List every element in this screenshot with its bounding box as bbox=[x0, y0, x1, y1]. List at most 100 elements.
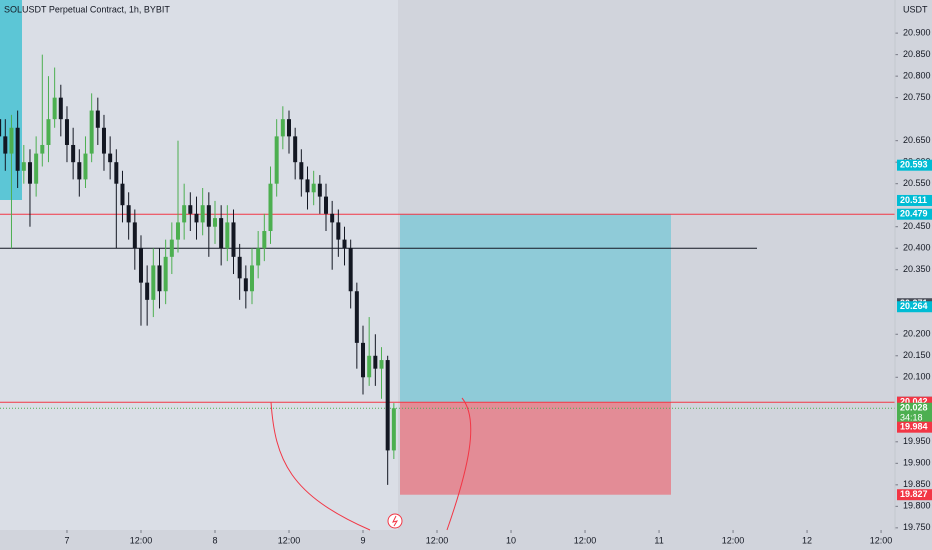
price-label-box bbox=[897, 489, 932, 501]
price-label: 20.593 bbox=[900, 160, 928, 170]
price-label-box bbox=[897, 421, 932, 433]
candle-body bbox=[163, 256, 168, 292]
stop-zone bbox=[400, 402, 671, 495]
candle-body bbox=[262, 231, 267, 249]
candle-body bbox=[274, 136, 279, 184]
axis-unit: USDT bbox=[903, 4, 928, 14]
candle-body bbox=[336, 222, 341, 240]
y-tick-label: 20.200 bbox=[903, 329, 931, 339]
candle-body bbox=[373, 355, 378, 369]
price-label: 20.511 bbox=[900, 195, 927, 205]
candle-body bbox=[391, 408, 396, 451]
candle-body bbox=[46, 119, 51, 145]
candle-body bbox=[293, 136, 298, 163]
candle-body bbox=[324, 196, 329, 214]
x-tick-label: 9 bbox=[361, 535, 366, 545]
candle-body bbox=[138, 248, 143, 283]
candle-body bbox=[243, 278, 248, 292]
candle-body bbox=[34, 153, 39, 184]
candle-body bbox=[287, 119, 292, 137]
candle-body bbox=[71, 144, 76, 163]
y-tick-label: 20.900 bbox=[903, 28, 931, 38]
candle-body bbox=[268, 183, 273, 232]
candle-body bbox=[83, 153, 88, 180]
price-label-box bbox=[897, 159, 932, 171]
drawing-curve bbox=[446, 397, 472, 531]
candle-body bbox=[157, 265, 162, 292]
candle-body bbox=[305, 179, 310, 193]
candle-body bbox=[280, 119, 285, 137]
candle-body bbox=[145, 282, 150, 300]
candle-body bbox=[40, 144, 45, 154]
y-tick-label: 19.800 bbox=[903, 501, 931, 511]
y-tick-label: 19.850 bbox=[903, 479, 931, 489]
candle-body bbox=[108, 153, 113, 163]
candle-body bbox=[361, 342, 366, 378]
price-label: 20.028 bbox=[900, 403, 928, 413]
candle-body bbox=[200, 205, 205, 223]
x-tick-label: 12:00 bbox=[426, 535, 449, 545]
x-tick-label: 12:00 bbox=[130, 535, 153, 545]
y-tick-label: 20.450 bbox=[903, 221, 931, 231]
countdown-label: 34:18 bbox=[900, 413, 923, 423]
target-zone bbox=[400, 214, 671, 403]
plot bbox=[0, 54, 895, 495]
y-tick-label: 19.950 bbox=[903, 436, 931, 446]
price-label: 20.479 bbox=[900, 209, 928, 219]
candle-body bbox=[330, 213, 335, 223]
candle-body bbox=[225, 222, 230, 249]
x-tick-label: 11 bbox=[654, 535, 663, 545]
candle-body bbox=[311, 183, 316, 193]
y-tick-label: 20.350 bbox=[903, 264, 931, 274]
candle-body bbox=[367, 355, 372, 378]
candle-body bbox=[169, 239, 174, 257]
candle-body bbox=[52, 97, 57, 120]
candle-body bbox=[317, 183, 322, 197]
price-label-box bbox=[897, 301, 932, 313]
x-tick-label: 12:00 bbox=[722, 535, 745, 545]
candle-body bbox=[249, 265, 254, 292]
y-tick-label: 20.550 bbox=[903, 178, 931, 188]
candle-body bbox=[89, 110, 94, 154]
candle-body bbox=[27, 162, 32, 184]
candle-body bbox=[120, 183, 125, 206]
candle-body bbox=[101, 127, 106, 154]
highlight-zone bbox=[0, 0, 398, 530]
price-label: 20.264 bbox=[900, 301, 928, 311]
candle-body bbox=[132, 222, 137, 249]
x-tick-label: 8 bbox=[212, 535, 217, 545]
price-label-box bbox=[897, 402, 932, 425]
candle-body bbox=[9, 127, 14, 154]
y-tick-label: 20.750 bbox=[903, 92, 931, 102]
candle-body bbox=[21, 162, 26, 171]
chart-title: SOLUSDT Perpetual Contract, 1h, BYBIT bbox=[4, 4, 170, 14]
candle-body bbox=[348, 248, 353, 292]
price-label-box bbox=[897, 396, 932, 408]
candle-body bbox=[64, 119, 69, 145]
candle-body bbox=[175, 222, 180, 240]
candle-body bbox=[188, 205, 193, 214]
x-tick-label: 12:00 bbox=[278, 535, 301, 545]
candle-body bbox=[0, 119, 2, 137]
x-tick-label: 7 bbox=[64, 535, 69, 545]
x-tick-label: 10 bbox=[506, 535, 516, 545]
candle-body bbox=[182, 205, 187, 223]
candle-body bbox=[15, 127, 20, 171]
y-tick-label: 20.400 bbox=[903, 243, 931, 253]
candle-body bbox=[219, 218, 224, 249]
candle-body bbox=[151, 265, 156, 300]
y-tick-label: 19.900 bbox=[903, 458, 931, 468]
y-tick-label: 20.850 bbox=[903, 49, 931, 59]
price-label-box bbox=[897, 208, 932, 220]
y-tick-label: 20.100 bbox=[903, 372, 931, 382]
price-label: 19.827 bbox=[900, 489, 928, 499]
y-tick-label: 20.800 bbox=[903, 71, 931, 81]
x-tick-label: 12:00 bbox=[574, 535, 597, 545]
candle-body bbox=[342, 239, 347, 249]
candle-body bbox=[206, 205, 211, 227]
y-tick-label: 20.150 bbox=[903, 350, 931, 360]
candle-body bbox=[194, 213, 199, 223]
y-tick-label: 20.650 bbox=[903, 135, 931, 145]
